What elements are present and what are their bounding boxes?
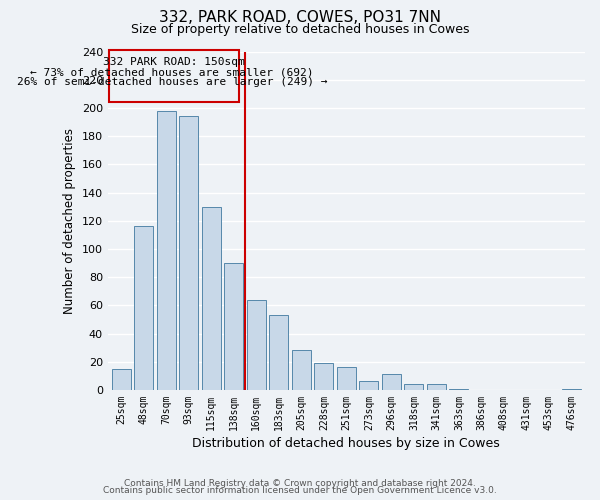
Y-axis label: Number of detached properties: Number of detached properties <box>63 128 76 314</box>
Bar <box>404 384 424 390</box>
Bar <box>247 300 266 390</box>
Bar <box>224 263 244 390</box>
Bar <box>134 226 154 390</box>
Bar <box>292 350 311 390</box>
Bar <box>359 382 379 390</box>
Bar <box>179 116 199 390</box>
Text: ← 73% of detached houses are smaller (692): ← 73% of detached houses are smaller (69… <box>30 67 314 77</box>
Text: Contains HM Land Registry data © Crown copyright and database right 2024.: Contains HM Land Registry data © Crown c… <box>124 478 476 488</box>
X-axis label: Distribution of detached houses by size in Cowes: Distribution of detached houses by size … <box>193 437 500 450</box>
Text: 332 PARK ROAD: 150sqm: 332 PARK ROAD: 150sqm <box>103 57 245 67</box>
Bar <box>157 110 176 390</box>
Bar <box>202 206 221 390</box>
Bar <box>314 363 334 390</box>
Bar <box>382 374 401 390</box>
Bar <box>112 369 131 390</box>
Bar <box>562 388 581 390</box>
Text: 26% of semi-detached houses are larger (249) →: 26% of semi-detached houses are larger (… <box>17 77 327 87</box>
Bar <box>269 315 289 390</box>
Bar <box>449 388 469 390</box>
Text: Contains public sector information licensed under the Open Government Licence v3: Contains public sector information licen… <box>103 486 497 495</box>
Bar <box>427 384 446 390</box>
Text: 332, PARK ROAD, COWES, PO31 7NN: 332, PARK ROAD, COWES, PO31 7NN <box>159 10 441 25</box>
FancyBboxPatch shape <box>109 50 239 102</box>
Bar <box>337 368 356 390</box>
Text: Size of property relative to detached houses in Cowes: Size of property relative to detached ho… <box>131 22 469 36</box>
